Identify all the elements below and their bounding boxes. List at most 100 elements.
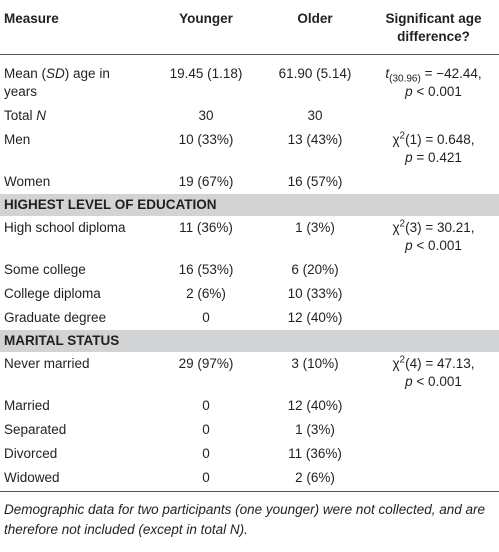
- table-row: Separated 0 1 (3%): [0, 418, 499, 442]
- test-line: p = 0.421: [372, 149, 495, 167]
- column-header: Younger: [150, 0, 262, 55]
- text: Men: [4, 132, 31, 147]
- table-row: Divorced 0 11 (36%): [0, 442, 499, 466]
- measure-cell: Men: [0, 128, 150, 170]
- text: College diploma: [4, 286, 101, 301]
- test-cell: [368, 170, 499, 194]
- older-cell: 11 (36%): [288, 446, 342, 461]
- text-i: t: [385, 66, 390, 81]
- test-line: χ2(4) = 47.13,: [372, 355, 495, 373]
- test-cell: [368, 282, 499, 306]
- measure-cell: Graduate degree: [0, 306, 150, 330]
- text: χ: [392, 220, 400, 235]
- text: (3) = 30.21,: [405, 220, 475, 235]
- text: Women: [4, 174, 51, 189]
- test-cell: χ2(4) = 47.13, p < 0.001: [368, 352, 499, 394]
- younger-cell: 0: [202, 422, 210, 437]
- test-line: t(30.96) = −42.44,: [372, 65, 495, 85]
- older-cell: 13 (43%): [287, 132, 343, 147]
- table-row: College diploma 2 (6%) 10 (33%): [0, 282, 499, 306]
- test-cell: [368, 104, 499, 128]
- older-cell: 6 (20%): [291, 262, 339, 277]
- measure-cell: Never married: [0, 352, 150, 394]
- older-cell: 12 (40%): [287, 398, 343, 413]
- column-header: Measure: [0, 0, 150, 55]
- text: Some college: [4, 262, 86, 277]
- younger-cell: 29 (97%): [178, 356, 234, 371]
- text-sup: 2: [399, 218, 406, 230]
- text-sub: (30.96): [389, 73, 421, 85]
- footnote: Demographic data for two participants (o…: [4, 502, 486, 537]
- measure-cell: Widowed: [0, 466, 150, 492]
- text: Divorced: [4, 446, 58, 461]
- text-i: p: [405, 374, 413, 389]
- measure-cell: Separated: [0, 418, 150, 442]
- younger-cell: 30: [198, 108, 214, 123]
- measure-cell: College diploma: [0, 282, 150, 306]
- younger-cell: 0: [202, 310, 210, 325]
- test-cell: t(30.96) = −42.44, p < 0.001: [368, 55, 499, 105]
- text: Mean (: [4, 66, 47, 81]
- text-i: p: [405, 238, 413, 253]
- test-cell: [368, 466, 499, 492]
- table-row: Some college 16 (53%) 6 (20%): [0, 258, 499, 282]
- test-line: χ2(1) = 0.648,: [372, 131, 495, 149]
- test-cell: χ2(3) = 30.21, p < 0.001: [368, 216, 499, 258]
- test-line: χ2(3) = 30.21,: [372, 219, 495, 237]
- text-i: p: [405, 84, 413, 99]
- table-row: Married 0 12 (40%): [0, 394, 499, 418]
- older-cell: 61.90 (5.14): [278, 66, 352, 81]
- text: = 0.421: [412, 150, 462, 165]
- text: Separated: [4, 422, 67, 437]
- table-row: High school diploma 11 (36%) 1 (3%) χ2(3) =…: [0, 216, 499, 258]
- text-sup: 2: [399, 354, 406, 366]
- text: < 0.001: [412, 84, 462, 99]
- measure-cell: Mean (SD) age in years: [0, 55, 150, 105]
- test-cell: [368, 306, 499, 330]
- younger-cell: 0: [202, 446, 210, 461]
- younger-cell: 0: [202, 398, 210, 413]
- text-i: SD: [46, 66, 65, 81]
- test-cell: χ2(1) = 0.648, p = 0.421: [368, 128, 499, 170]
- measure-cell: High school diploma: [0, 216, 150, 258]
- table-row: Graduate degree 0 12 (40%): [0, 306, 499, 330]
- test-cell: [368, 258, 499, 282]
- text: Never married: [4, 356, 90, 371]
- older-cell: 16 (57%): [287, 174, 343, 189]
- test-line: p < 0.001: [372, 83, 495, 101]
- younger-cell: 2 (6%): [186, 286, 226, 301]
- younger-cell: 10 (33%): [178, 132, 234, 147]
- section-row: MARITAL STATUS: [0, 330, 499, 352]
- younger-cell: 16 (53%): [178, 262, 234, 277]
- text-i: p: [405, 150, 413, 165]
- text: High school diploma: [4, 220, 126, 235]
- text: χ: [392, 132, 400, 147]
- younger-cell: 11 (36%): [179, 220, 233, 235]
- table-row: Never married 29 (97%) 3 (10%) χ2(4) = 47.1…: [0, 352, 499, 394]
- test-cell: [368, 442, 499, 466]
- table-row: Total N 30 30: [0, 104, 499, 128]
- test-line: p < 0.001: [372, 237, 495, 255]
- test-line: p < 0.001: [372, 373, 495, 391]
- older-cell: 10 (33%): [287, 286, 343, 301]
- column-header: Significant age difference?: [368, 0, 499, 55]
- column-header: Older: [262, 0, 368, 55]
- table-row: Widowed 0 2 (6%): [0, 466, 499, 492]
- section-row: HIGHEST LEVEL OF EDUCATION: [0, 194, 499, 216]
- text: Married: [4, 398, 50, 413]
- text: = −42.44,: [420, 66, 482, 81]
- text: Graduate degree: [4, 310, 107, 325]
- measure-cell: Some college: [0, 258, 150, 282]
- older-cell: 1 (3%): [295, 422, 335, 437]
- text: (4) = 47.13,: [405, 356, 475, 371]
- table-row: Women 19 (67%) 16 (57%): [0, 170, 499, 194]
- header-row: Measure Younger Older Significant age diffe…: [0, 0, 499, 55]
- older-cell: 30: [307, 108, 323, 123]
- text-sup: 2: [399, 130, 406, 142]
- measure-cell: Married: [0, 394, 150, 418]
- test-cell: [368, 394, 499, 418]
- section-label: HIGHEST LEVEL OF EDUCATION: [0, 194, 499, 216]
- text: Total: [4, 108, 37, 123]
- text: (1) = 0.648,: [405, 132, 475, 147]
